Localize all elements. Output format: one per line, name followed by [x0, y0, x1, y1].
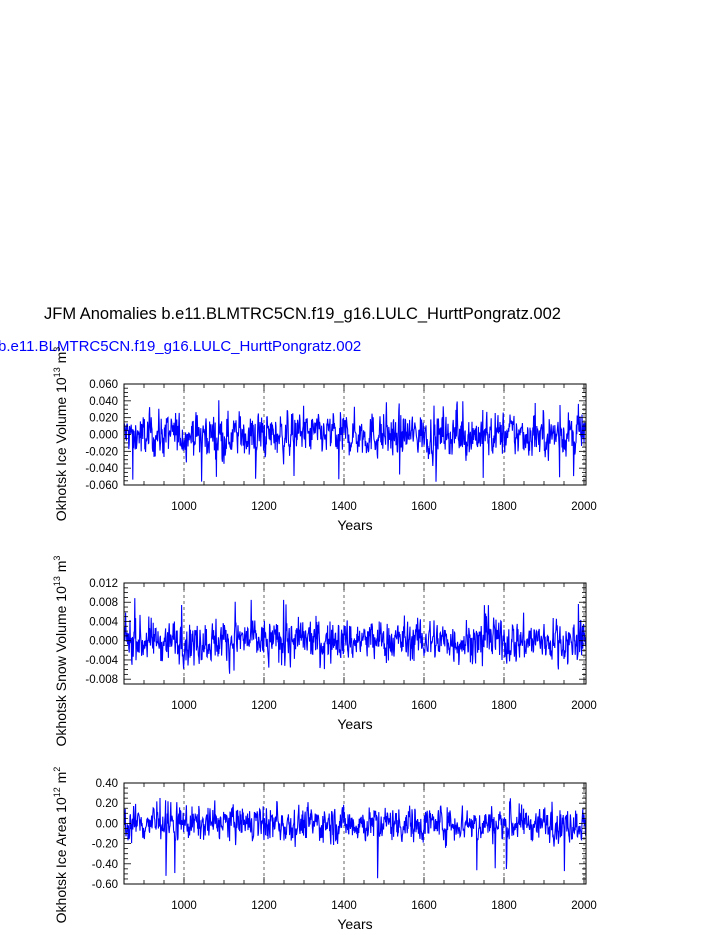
y-tick-label: 0.000 [89, 636, 118, 648]
x-tick-label: 1800 [491, 900, 517, 912]
y-tick-label: -0.40 [92, 859, 118, 871]
y-tick-label: 0.040 [89, 396, 118, 408]
series-line [123, 598, 587, 674]
x-tick-label: 2000 [571, 501, 597, 513]
plot-frame [123, 782, 587, 885]
x-tick-label: 1200 [251, 700, 277, 712]
y-tick-label: -0.040 [85, 463, 118, 475]
plot-frame [123, 582, 587, 685]
x-tick-label: 1600 [411, 700, 437, 712]
y-tick-label: 0.20 [96, 798, 118, 810]
y-tick-label: 0.008 [89, 597, 118, 609]
x-tick-label: 1600 [411, 501, 437, 513]
chart-subtitle: b.e11.BLMTRC5CN.f19_g16.LULC_HurttPongra… [0, 338, 362, 355]
y-tick-label: -0.060 [85, 480, 118, 492]
y-tick-label: 0.004 [89, 616, 118, 628]
chart-title: JFM Anomalies b.e11.BLMTRC5CN.f19_g16.LU… [44, 305, 561, 323]
x-tick-label: 1000 [171, 501, 197, 513]
y-tick-label: 0.40 [96, 778, 118, 790]
x-tick-label: 1800 [491, 700, 517, 712]
x-axis-title: Years [337, 916, 372, 932]
x-axis-title: Years [337, 517, 372, 533]
x-tick-label: 1400 [331, 700, 357, 712]
x-tick-label: 1000 [171, 700, 197, 712]
y-tick-label: 0.020 [89, 413, 118, 425]
x-tick-label: 1600 [411, 900, 437, 912]
x-axis-title: Years [337, 716, 372, 732]
y-axis-title: Okhotsk Ice Volume 1013 m3 [52, 347, 69, 522]
y-tick-label: 0.012 [89, 578, 118, 590]
x-tick-label: 2000 [571, 900, 597, 912]
y-tick-label: 0.00 [96, 818, 118, 830]
y-tick-label: -0.020 [85, 446, 118, 458]
series-line [123, 798, 587, 879]
x-tick-label: 1800 [491, 501, 517, 513]
y-tick-label: 0.000 [89, 430, 118, 442]
x-tick-label: 2000 [571, 700, 597, 712]
y-tick-label: -0.20 [92, 839, 118, 851]
y-tick-label: -0.004 [85, 655, 118, 667]
x-tick-label: 1400 [331, 900, 357, 912]
y-tick-label: -0.60 [92, 879, 118, 891]
y-tick-label: 0.060 [89, 379, 118, 391]
y-axis-title: Okhotsk Ice Area 1012 m2 [52, 767, 69, 924]
x-tick-label: 1200 [251, 501, 277, 513]
x-tick-label: 1200 [251, 900, 277, 912]
x-tick-label: 1400 [331, 501, 357, 513]
x-tick-label: 1000 [171, 900, 197, 912]
y-tick-label: -0.008 [85, 674, 118, 686]
series-line [123, 400, 587, 482]
y-axis-title: Okhotsk Snow Volume 1013 m3 [52, 556, 69, 747]
